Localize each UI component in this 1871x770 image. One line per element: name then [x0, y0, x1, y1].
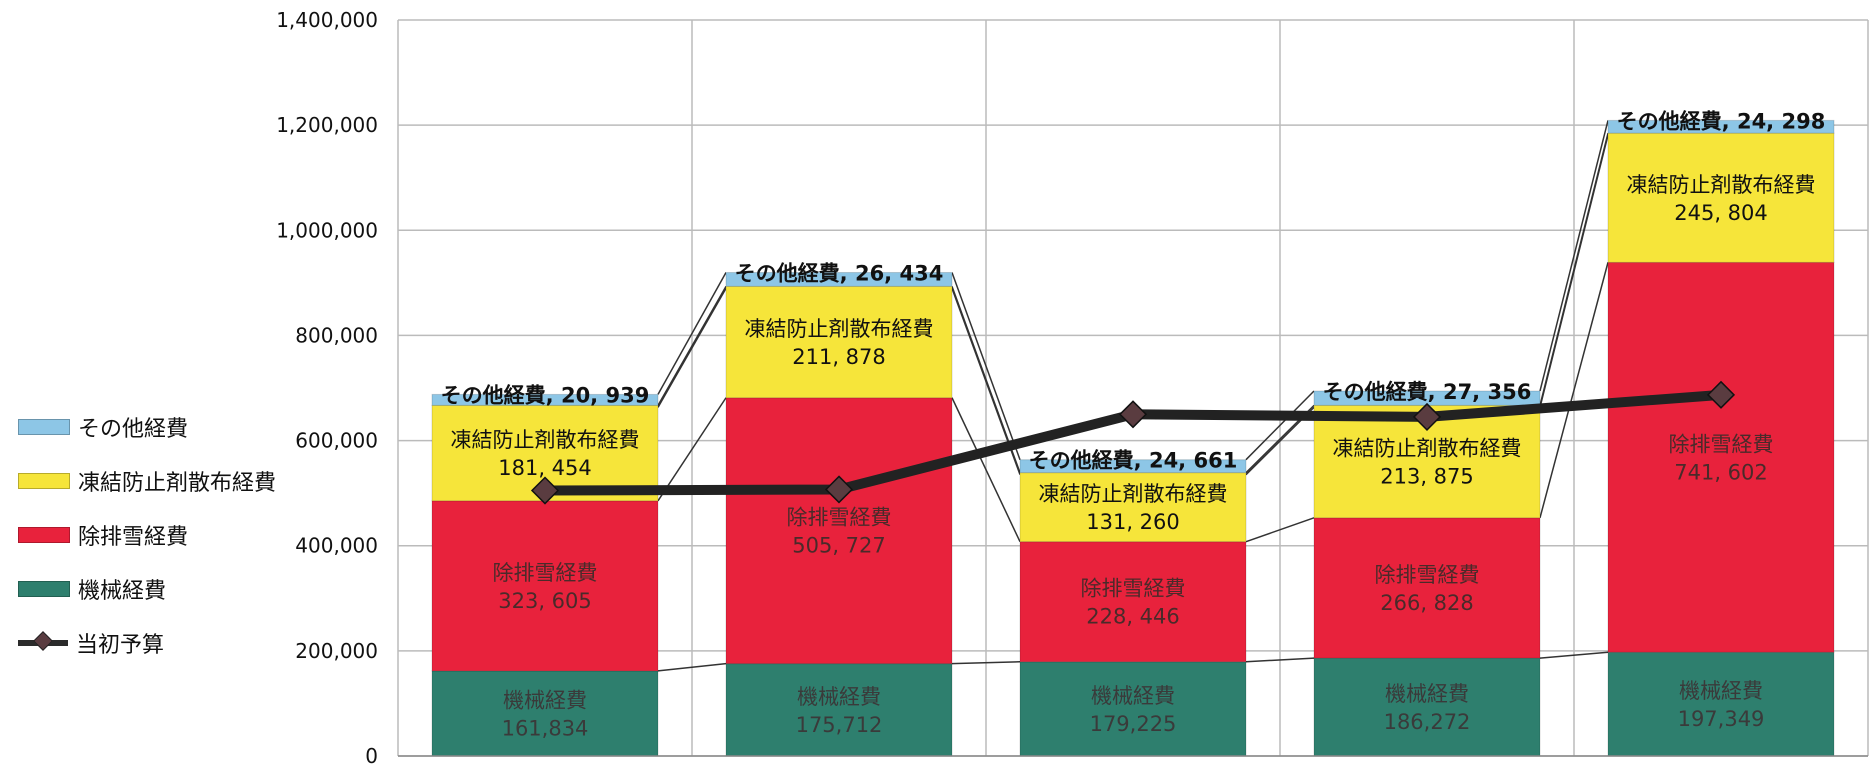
series-line-0-3: [1539, 651, 1609, 659]
legend-label-initial-budget: 当初予算: [76, 633, 165, 658]
bar-snow-removal-3: [1313, 517, 1541, 659]
y-tick-label-0: 0: [365, 744, 378, 768]
series-line-1-2: [1245, 517, 1315, 543]
series-line-3-1: [951, 272, 1021, 460]
y-tick-label-4: 800,000: [295, 323, 378, 347]
y-tick-label-6: 1,200,000: [276, 113, 378, 137]
bar-label-name-antifreeze-2: 凍結防止剤散布経費: [1039, 482, 1228, 506]
series-line-0-1: [951, 661, 1021, 665]
series-line-2-0: [657, 285, 727, 406]
bar-machinery-2: [1019, 661, 1247, 757]
series-line-3-0: [657, 272, 727, 395]
bar-label-other-2: その他経費, 24, 661: [1029, 449, 1238, 473]
legend-label-other: その他経費: [78, 417, 189, 442]
series-line-b-3-0: [657, 287, 727, 408]
bar-other-2: [1019, 459, 1247, 474]
bar-label-name-snow-removal-3: 除排雪経費: [1375, 563, 1480, 587]
bar-label-name-antifreeze-4: 凍結防止剤散布経費: [1627, 173, 1816, 197]
budget-marker-0: [530, 476, 560, 505]
bar-label-value-antifreeze-3: 213, 875: [1380, 465, 1474, 489]
bar-other-1: [725, 271, 953, 287]
y-tick-label-1: 200,000: [295, 639, 378, 663]
bar-label-value-snow-removal-4: 741, 602: [1674, 460, 1768, 484]
bar-label-other-0: その他経費, 20, 939: [441, 383, 650, 407]
bar-label-value-machinery-4: 197,349: [1678, 707, 1765, 731]
bar-label-value-snow-removal-0: 323, 605: [498, 589, 592, 613]
y-tick-label-5: 1,000,000: [276, 218, 378, 242]
bar-snow-removal-2: [1019, 541, 1247, 663]
bar-label-value-snow-removal-3: 266, 828: [1380, 591, 1474, 615]
bar-label-value-antifreeze-0: 181, 454: [498, 456, 592, 480]
bar-label-value-machinery-2: 179,225: [1090, 712, 1177, 736]
bar-label-name-snow-removal-1: 除排雪経費: [787, 506, 892, 530]
bar-machinery-0: [431, 670, 659, 757]
bar-label-other-3: その他経費, 27, 356: [1323, 380, 1532, 404]
bar-other-0: [431, 393, 659, 406]
bar-label-value-snow-removal-2: 228, 446: [1086, 605, 1180, 629]
bar-label-name-antifreeze-3: 凍結防止剤散布経費: [1333, 437, 1522, 461]
bar-antifreeze-1: [725, 285, 953, 399]
bar-label-value-antifreeze-1: 211, 878: [792, 345, 886, 369]
budget-marker-1: [824, 475, 854, 504]
series-line-b-3-3: [1539, 134, 1609, 408]
legend-swatch-machinery: [18, 581, 70, 597]
legend-swatch-other: [18, 419, 70, 435]
bar-antifreeze-4: [1607, 132, 1835, 263]
bar-label-name-machinery-3: 機械経費: [1385, 682, 1469, 706]
bar-snow-removal-1: [725, 397, 953, 665]
legend-item-machinery: 機械経費: [18, 562, 276, 616]
y-tick-label-2: 400,000: [295, 534, 378, 558]
legend-swatch-snow-removal: [18, 527, 70, 543]
series-line-1-0: [657, 397, 727, 502]
legend-label-snow-removal: 除排雪経費: [78, 525, 189, 550]
bar-label-name-snow-removal-0: 除排雪経費: [493, 561, 598, 585]
bar-machinery-3: [1313, 657, 1541, 757]
legend-item-other: その他経費: [18, 400, 276, 454]
y-tick-label-7: 1,400,000: [276, 8, 378, 32]
series-line-1-1: [951, 397, 1021, 543]
bar-label-value-antifreeze-2: 131, 260: [1086, 510, 1180, 534]
bar-machinery-1: [725, 663, 953, 757]
y-tick-label-3: 600,000: [295, 429, 378, 453]
legend-label-machinery: 機械経費: [78, 579, 167, 604]
series-line-0-2: [1245, 657, 1315, 663]
budget-marker-4: [1706, 380, 1736, 409]
series-line-3-2: [1245, 390, 1315, 461]
bar-label-name-snow-removal-4: 除排雪経費: [1669, 432, 1774, 456]
bar-label-name-machinery-2: 機械経費: [1091, 684, 1175, 708]
chart-legend: その他経費 凍結防止剤散布経費 除排雪経費 機械経費 当初予算: [18, 400, 276, 670]
bar-snow-removal-4: [1607, 261, 1835, 653]
bar-label-name-machinery-0: 機械経費: [503, 688, 587, 712]
bar-label-other-4: その他経費, 24, 298: [1617, 109, 1826, 133]
bar-label-other-1: その他経費, 26, 434: [735, 261, 944, 285]
bar-antifreeze-2: [1019, 472, 1247, 543]
legend-swatch-initial-budget: [18, 640, 68, 646]
bar-label-name-machinery-4: 機械経費: [1679, 679, 1763, 703]
legend-label-antifreeze: 凍結防止剤散布経費: [78, 471, 277, 496]
budget-marker-3: [1412, 402, 1442, 431]
bar-label-value-snow-removal-1: 505, 727: [792, 534, 886, 558]
bar-label-value-antifreeze-4: 245, 804: [1674, 201, 1768, 225]
bar-label-name-antifreeze-0: 凍結防止剤散布経費: [451, 428, 640, 452]
series-line-3-3: [1539, 120, 1609, 392]
bar-machinery-4: [1607, 651, 1835, 757]
legend-item-antifreeze: 凍結防止剤散布経費: [18, 454, 276, 508]
series-line-1-3: [1539, 262, 1609, 518]
bar-label-value-machinery-3: 186,272: [1384, 710, 1471, 734]
bar-label-name-machinery-1: 機械経費: [797, 685, 881, 709]
legend-swatch-antifreeze: [18, 473, 70, 489]
legend-item-snow-removal: 除排雪経費: [18, 508, 276, 562]
bar-label-value-machinery-0: 161,834: [502, 716, 589, 740]
series-line-0-0: [657, 662, 727, 672]
bar-other-4: [1607, 119, 1835, 134]
bar-label-name-snow-removal-2: 除排雪経費: [1081, 577, 1186, 601]
bar-label-name-antifreeze-1: 凍結防止剤散布経費: [745, 317, 934, 341]
bar-snow-removal-0: [431, 500, 659, 672]
legend-item-initial-budget: 当初予算: [18, 616, 276, 670]
bar-label-value-machinery-1: 175,712: [796, 713, 883, 737]
budget-marker-2: [1118, 400, 1148, 429]
